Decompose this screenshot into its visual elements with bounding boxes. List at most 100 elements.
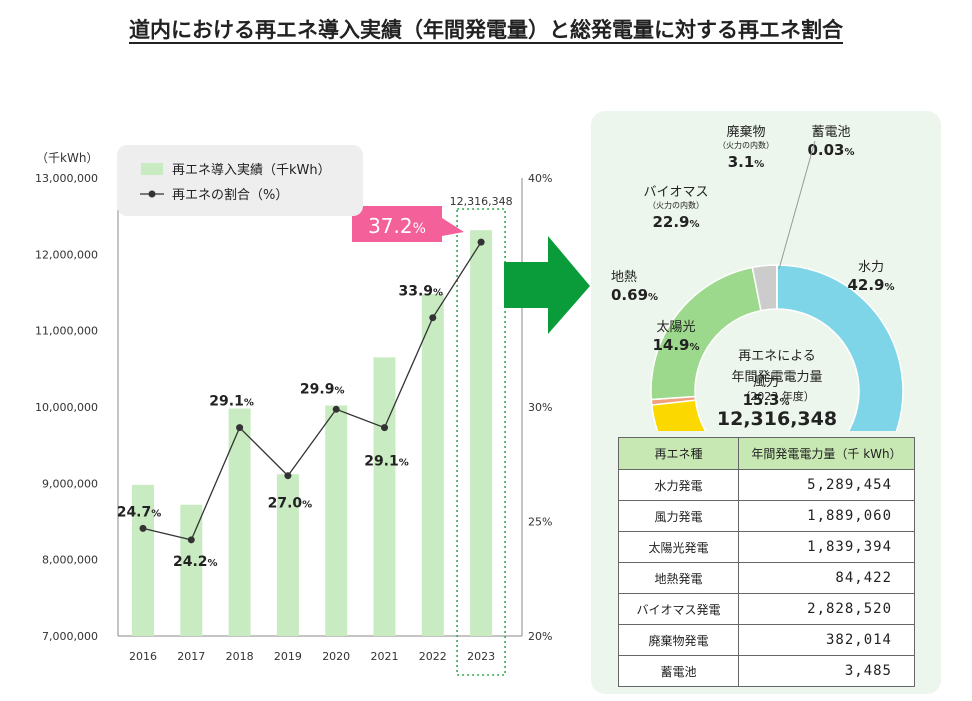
table-cell-value: 84,422 (738, 562, 915, 594)
slice-value: 3.1 (728, 153, 755, 171)
bar (325, 405, 348, 636)
y-tick-label-left: 9,000,000 (42, 477, 98, 490)
bar (228, 408, 251, 636)
ratio-data-label: 24.7% (117, 504, 162, 520)
table-cell-value: 5,289,454 (738, 469, 915, 501)
pie-slice (776, 264, 904, 431)
ratio-point (332, 405, 340, 413)
donut-center-text: 12,316,348 (717, 408, 837, 430)
page-title: 道内における再エネ導入実績（年間発電量）と総発電量に対する再エネ割合 (129, 18, 843, 42)
ratio-data-label: 29.1% (364, 454, 409, 470)
table-cell-name: バイオマス発電 (618, 593, 739, 625)
bar (470, 230, 493, 637)
y-tick-label-right: 40% (528, 172, 552, 185)
ratio-unit: % (208, 558, 218, 569)
x-tick-label: 2016 (129, 650, 157, 663)
ratio-value: 27.0 (268, 496, 303, 512)
slice-value-label: 0.69% (611, 286, 658, 304)
ratio-point (139, 524, 147, 532)
slice-unit: % (689, 342, 699, 353)
donut-center-text: （2023 年度） (739, 389, 815, 403)
bar (421, 294, 444, 636)
slice-value-label: 22.9% (652, 213, 699, 231)
ratio-value: 29.1 (364, 454, 399, 470)
bar (276, 474, 299, 636)
slice-value-label: 15.3% (742, 391, 789, 409)
ratio-value: 33.9 (399, 284, 434, 300)
y-tick-label-left: 8,000,000 (42, 554, 98, 567)
legend-swatch-point (148, 190, 156, 198)
legend-label-line: 再エネの割合（%） (172, 187, 288, 203)
table-row: 風力発電 1,889,060 (618, 500, 915, 532)
table-header-row: 再エネ種 年間発電電力量（千 kWh） (618, 437, 915, 470)
ratio-data-label: 24.2% (173, 554, 218, 570)
generation-table: 再エネ種 年間発電電力量（千 kWh） 水力発電 5,289,454 風力発電 1,… (618, 437, 915, 687)
table-cell-value: 2,828,520 (738, 593, 915, 625)
ratio-data-label: 29.1% (209, 394, 254, 410)
ratio-unit: % (151, 508, 161, 519)
slice-value: 22.9 (652, 213, 689, 231)
slice-value: 0.69 (611, 286, 648, 304)
slice-value: 42.9 (847, 276, 884, 294)
table-row: 水力発電 5,289,454 (618, 469, 915, 501)
slice-value: 14.9 (652, 336, 689, 354)
x-tick-label: 2017 (177, 650, 205, 663)
ratio-point (477, 238, 485, 246)
bar-chart: （千kWh） 7,000,000 8,000,000 9,000,000 10,000,… (35, 145, 590, 676)
y-axis-unit-label: （千kWh） (36, 151, 98, 165)
slice-name-label: 地熱 (611, 270, 637, 285)
ratio-unit: % (334, 385, 344, 396)
table-header-value: 年間発電電力量（千 kWh） (738, 437, 915, 470)
ratio-data-label: 29.9% (300, 381, 345, 397)
ratio-point (284, 472, 292, 480)
ratio-unit: % (244, 398, 254, 409)
ratio-point (429, 314, 437, 322)
top-value-label: 12,316,348 (450, 195, 513, 208)
ratio-point (381, 424, 388, 432)
table-cell-value: 3,485 (738, 655, 915, 687)
x-tick-label: 2023 (467, 650, 495, 663)
table-cell-name: 蓄電池 (618, 655, 739, 687)
table-cell-value: 1,889,060 (738, 500, 915, 532)
highlight-value: 37.2 (368, 214, 413, 238)
table-row: 太陽光発電 1,839,394 (618, 531, 915, 563)
y-tick-label-right: 30% (528, 401, 552, 414)
table-header-type: 再エネ種 (618, 437, 739, 470)
slice-value: 15.3 (742, 391, 779, 409)
slice-sub-label: （火力の内数） (718, 140, 774, 150)
highlight-unit: % (413, 221, 426, 237)
slice-name-label: 風力 (753, 375, 779, 390)
legend-swatch-bar (141, 163, 163, 175)
ratio-unit: % (399, 458, 409, 469)
ratio-value: 29.1 (209, 394, 244, 410)
x-tick-label: 2022 (419, 650, 447, 663)
slice-name-label: 廃棄物 (726, 124, 765, 140)
ratio-value: 24.2 (173, 554, 208, 570)
slice-unit: % (884, 282, 894, 293)
table-row: 廃棄物発電 382,014 (618, 624, 915, 656)
x-tick-label: 2020 (322, 650, 350, 663)
ratio-value: 24.7 (117, 504, 152, 520)
ratio-data-label: 33.9% (399, 284, 444, 300)
slice-value-label: 0.03% (807, 141, 854, 159)
ratio-value: 29.9 (300, 381, 335, 397)
slice-value-label: 14.9% (652, 336, 699, 354)
table-cell-name: 太陽光発電 (618, 531, 739, 563)
donut-center-text: 年間発電電力量 (731, 370, 822, 385)
y-tick-label-left: 12,000,000 (35, 248, 98, 261)
slice-value-label: 3.1% (728, 153, 765, 171)
slice-name-label: 水力 (858, 260, 884, 275)
table-cell-value: 382,014 (738, 624, 915, 656)
table-row: 蓄電池 3,485 (618, 655, 915, 687)
x-tick-label: 2019 (274, 650, 302, 663)
y-tick-label-left: 11,000,000 (35, 325, 98, 338)
x-tick-label: 2018 (226, 650, 254, 663)
y-tick-label-right: 25% (528, 516, 552, 529)
slice-name-label: 蓄電池 (811, 125, 850, 140)
table-row: 地熱発電 84,422 (618, 562, 915, 594)
table-cell-name: 地熱発電 (618, 562, 739, 594)
bar (180, 504, 203, 636)
table-cell-value: 1,839,394 (738, 531, 915, 563)
highlight-badge-pointer (442, 218, 464, 236)
